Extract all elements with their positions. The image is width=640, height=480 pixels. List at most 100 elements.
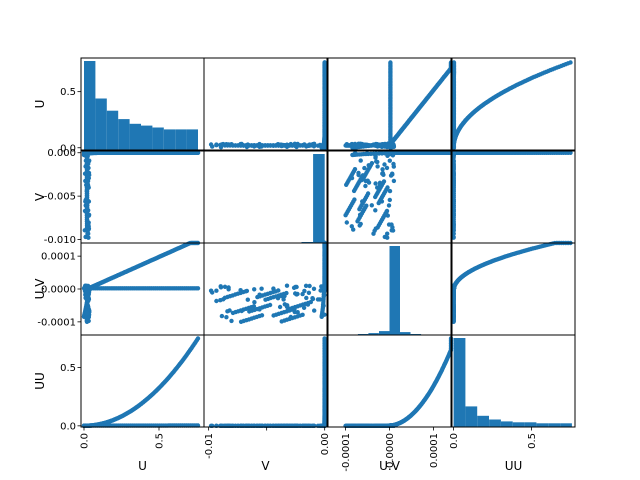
scatter-point — [294, 292, 299, 297]
panel-frame-UU-U.V — [327, 334, 452, 428]
scatter-panel-U-vs-V — [208, 60, 327, 150]
scatter-point — [390, 172, 395, 177]
scatter-point — [195, 286, 201, 291]
scatter-point — [263, 297, 268, 302]
scatter-point — [352, 150, 358, 156]
scatter-point — [385, 235, 390, 240]
y-tick-label-V: 0.000 — [47, 148, 76, 159]
hist-bar-UU — [512, 422, 525, 427]
y-tick-label-U: 0.5 — [60, 87, 76, 98]
scatter-point — [344, 220, 349, 225]
y-tick-label-U.V: 0.0001 — [41, 252, 76, 263]
hist-bar-U.V — [389, 246, 400, 335]
scatter-point — [230, 310, 236, 316]
scatter-point — [222, 143, 228, 148]
x-tick-label-V: -0.01 — [204, 433, 215, 459]
hist-bar-U — [175, 129, 187, 150]
scatter-point — [214, 288, 219, 293]
scatter-point — [304, 295, 309, 301]
scatter-point — [322, 312, 327, 317]
x-tick-label-U: 0.5 — [155, 433, 166, 449]
scatter-panel-U.V-vs-U — [81, 240, 201, 324]
panel-frame-U-UU — [451, 57, 576, 151]
scatter-point — [451, 150, 457, 155]
scatter-panel-UU-vs-U — [81, 336, 201, 428]
scatter-point — [391, 164, 396, 169]
scatter-point — [222, 284, 228, 289]
x-axis-label-UU: UU — [505, 459, 523, 473]
x-tick-label-U.V: 0.0001 — [429, 433, 440, 468]
scatter-point — [375, 143, 380, 148]
scatter-point — [363, 183, 368, 189]
y-tick-label-U: 0.0 — [60, 143, 76, 154]
scatter-point — [355, 143, 360, 148]
scatter-point — [219, 313, 225, 319]
scatter-point — [279, 319, 284, 324]
scatter-point — [310, 296, 316, 302]
scatter-point — [358, 158, 363, 163]
scatter-point — [281, 297, 286, 302]
hist-bar-U — [152, 127, 164, 150]
scatter-point — [214, 143, 219, 148]
hist-bar-UU — [548, 423, 560, 427]
scatter-point — [226, 287, 231, 292]
scatter-point — [285, 303, 290, 308]
scatter-point — [224, 315, 229, 320]
scatter-point — [300, 291, 305, 297]
y-tick-label-U.V: 0.0000 — [41, 285, 76, 296]
scatter-point — [229, 318, 234, 324]
scatter-panel-UU-vs-U.V — [343, 336, 454, 428]
scatter-point — [311, 286, 317, 291]
hist-bar-UU — [524, 422, 537, 427]
scatter-point — [355, 219, 360, 224]
scatter-point — [388, 150, 393, 155]
scatter-panel-UU-vs-V — [208, 336, 327, 428]
x-tick-label-UU: 0.0 — [449, 433, 460, 449]
scatter-panel-V-vs-U — [81, 150, 201, 240]
hist-bar-U — [95, 98, 107, 150]
scatter-point — [371, 231, 376, 236]
scatter-point — [357, 207, 362, 212]
x-tick-label-U.V: 0.0000 — [385, 433, 396, 468]
scatter-point — [322, 286, 327, 291]
scatter-point — [387, 197, 392, 203]
scatter-point — [222, 295, 228, 300]
scatter-point — [351, 188, 357, 194]
x-axis-label-U: U — [138, 459, 147, 473]
panel-frame-UU-UU — [451, 334, 576, 428]
y-axis-label-V: V — [33, 192, 47, 201]
scatter-point — [84, 225, 90, 230]
scatter-point — [225, 309, 230, 314]
hist-bar-U.V — [400, 332, 411, 335]
scatter-panel-V-vs-UU — [451, 150, 573, 240]
scatter-point — [259, 286, 264, 291]
scatter-point — [375, 164, 380, 169]
hist-bar-U — [141, 125, 153, 150]
hist-bar-U.V — [368, 333, 379, 335]
x-tick-label-UU: 0.5 — [527, 433, 538, 449]
scatter-point — [343, 213, 348, 218]
scatter-point — [238, 319, 244, 324]
y-tick-label-V: -0.005 — [44, 192, 76, 203]
scatter-point — [365, 178, 370, 183]
hist-bar-U — [118, 119, 130, 150]
scatter-point — [315, 297, 321, 302]
scatter-point — [343, 143, 348, 148]
y-axis-label-U: U — [33, 100, 47, 109]
scatter-point — [303, 283, 309, 288]
scatter-point — [306, 290, 312, 295]
hist-bar-UU — [453, 338, 466, 427]
scatter-point — [385, 231, 390, 236]
scatter-panel-U.V-vs-V — [208, 240, 327, 324]
scatter-point — [357, 223, 362, 228]
panel-frame-V-UU — [451, 150, 576, 244]
scatter-point — [208, 288, 214, 293]
scatter-point — [373, 208, 378, 213]
scatter-point — [218, 298, 223, 303]
scatter-point — [84, 319, 90, 324]
hist-bar-U — [129, 123, 141, 150]
scatter-point — [322, 336, 327, 341]
panel-frame-U.V-V — [203, 242, 328, 336]
scatter-point — [351, 227, 356, 232]
scatter-point — [568, 150, 573, 155]
